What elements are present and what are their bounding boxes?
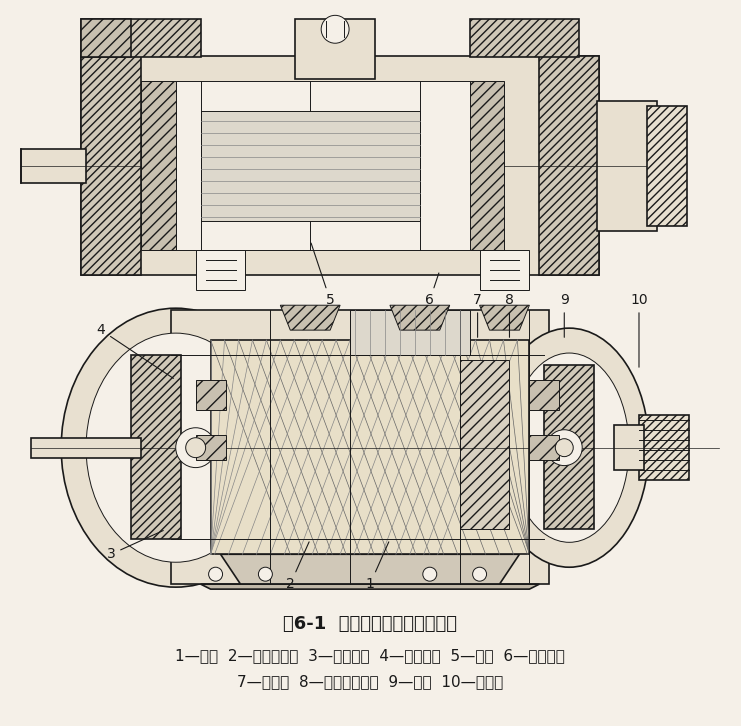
- FancyBboxPatch shape: [614, 425, 644, 470]
- Circle shape: [209, 567, 222, 581]
- FancyBboxPatch shape: [639, 415, 689, 480]
- Text: 7: 7: [473, 293, 482, 338]
- Circle shape: [321, 15, 349, 44]
- FancyBboxPatch shape: [210, 340, 529, 554]
- FancyBboxPatch shape: [81, 20, 201, 57]
- Polygon shape: [479, 305, 529, 330]
- Text: 9: 9: [560, 293, 568, 338]
- Polygon shape: [201, 584, 539, 589]
- Polygon shape: [81, 20, 131, 57]
- FancyBboxPatch shape: [170, 310, 549, 584]
- FancyBboxPatch shape: [459, 360, 510, 529]
- Text: 1—机体  2—阴、阳转子  3—吸气端座  4—平衡活塞  5—滑阀  6—排气端座: 1—机体 2—阴、阳转子 3—吸气端座 4—平衡活塞 5—滑阀 6—排气端座: [175, 648, 565, 664]
- Polygon shape: [280, 305, 340, 330]
- Text: 8: 8: [505, 293, 514, 338]
- Text: 10: 10: [630, 293, 648, 367]
- Ellipse shape: [510, 353, 629, 542]
- Text: 2: 2: [286, 542, 309, 591]
- Circle shape: [555, 439, 574, 457]
- FancyBboxPatch shape: [597, 101, 657, 231]
- Circle shape: [259, 567, 273, 581]
- Circle shape: [546, 430, 582, 465]
- FancyBboxPatch shape: [545, 365, 594, 529]
- FancyBboxPatch shape: [131, 355, 181, 539]
- Polygon shape: [390, 305, 450, 330]
- Circle shape: [176, 428, 216, 468]
- Text: 5: 5: [311, 243, 334, 307]
- FancyBboxPatch shape: [196, 250, 245, 290]
- FancyBboxPatch shape: [350, 310, 470, 355]
- Text: 7—主轴承  8—径向止推轴承  9—轴封  10—联轴器: 7—主轴承 8—径向止推轴承 9—轴封 10—联轴器: [237, 674, 503, 689]
- FancyBboxPatch shape: [479, 250, 529, 290]
- FancyBboxPatch shape: [647, 106, 687, 226]
- FancyBboxPatch shape: [141, 81, 176, 250]
- FancyBboxPatch shape: [295, 20, 375, 79]
- FancyBboxPatch shape: [201, 111, 420, 221]
- Circle shape: [186, 438, 205, 457]
- FancyBboxPatch shape: [31, 20, 708, 303]
- Ellipse shape: [62, 309, 290, 587]
- Ellipse shape: [86, 333, 265, 562]
- FancyBboxPatch shape: [81, 56, 141, 275]
- FancyBboxPatch shape: [196, 435, 225, 460]
- FancyBboxPatch shape: [21, 149, 86, 183]
- FancyBboxPatch shape: [529, 435, 559, 460]
- Ellipse shape: [490, 328, 649, 567]
- FancyBboxPatch shape: [81, 56, 599, 275]
- Text: 6: 6: [425, 273, 439, 307]
- Text: 1: 1: [365, 542, 389, 591]
- FancyBboxPatch shape: [31, 305, 708, 589]
- FancyBboxPatch shape: [141, 81, 499, 250]
- FancyBboxPatch shape: [529, 380, 559, 409]
- Text: 3: 3: [107, 531, 163, 561]
- FancyBboxPatch shape: [539, 56, 599, 275]
- Circle shape: [473, 567, 487, 581]
- Text: 4: 4: [96, 323, 173, 378]
- FancyBboxPatch shape: [196, 380, 225, 409]
- Polygon shape: [221, 554, 519, 584]
- FancyBboxPatch shape: [31, 438, 141, 457]
- FancyBboxPatch shape: [470, 81, 505, 250]
- FancyBboxPatch shape: [470, 20, 579, 57]
- Text: 图6-1  螺杆式制冷压缩机剖面图: 图6-1 螺杆式制冷压缩机剖面图: [283, 615, 457, 633]
- Circle shape: [423, 567, 436, 581]
